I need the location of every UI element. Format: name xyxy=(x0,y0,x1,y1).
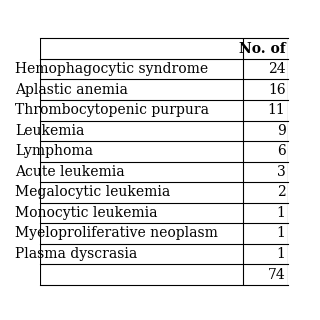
Text: 9: 9 xyxy=(277,124,285,138)
Text: 1: 1 xyxy=(277,227,285,240)
Text: Thrombocytopenic purpura: Thrombocytopenic purpura xyxy=(15,103,209,117)
Text: 74: 74 xyxy=(268,268,285,282)
Text: 1: 1 xyxy=(277,247,285,261)
Text: Leukemia: Leukemia xyxy=(15,124,84,138)
Text: Myeloproliferative neoplasm: Myeloproliferative neoplasm xyxy=(15,227,218,240)
Text: Megalocytic leukemia: Megalocytic leukemia xyxy=(15,185,171,199)
Text: 16: 16 xyxy=(268,83,285,97)
Text: Lymphoma: Lymphoma xyxy=(15,144,93,158)
Text: Monocytic leukemia: Monocytic leukemia xyxy=(15,206,158,220)
Text: No. of: No. of xyxy=(239,42,285,56)
Text: 2: 2 xyxy=(277,185,285,199)
Text: Aplastic anemia: Aplastic anemia xyxy=(15,83,128,97)
Text: Acute leukemia: Acute leukemia xyxy=(15,165,125,179)
Text: 11: 11 xyxy=(268,103,285,117)
Text: 6: 6 xyxy=(277,144,285,158)
Text: Hemophagocytic syndrome: Hemophagocytic syndrome xyxy=(15,62,208,76)
Text: 24: 24 xyxy=(268,62,285,76)
Text: 3: 3 xyxy=(277,165,285,179)
Text: Plasma dyscrasia: Plasma dyscrasia xyxy=(15,247,138,261)
Text: 1: 1 xyxy=(277,206,285,220)
